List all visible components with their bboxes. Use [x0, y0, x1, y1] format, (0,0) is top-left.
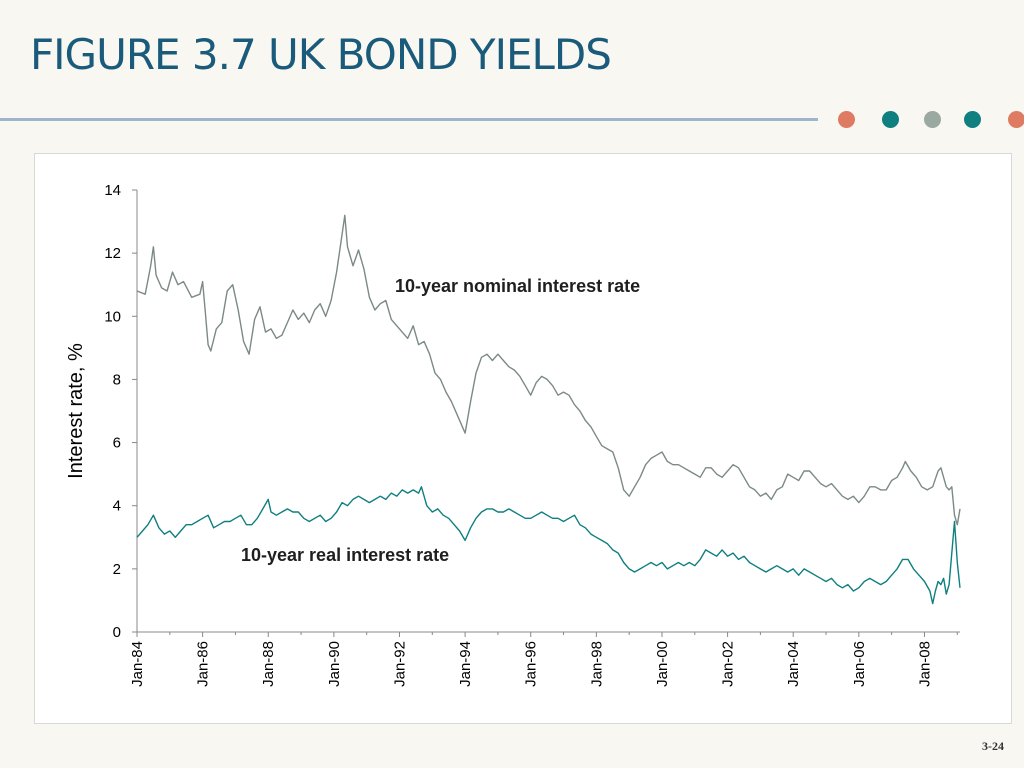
x-tick-label: Jan-98 [588, 641, 605, 687]
x-tick-label: Jan-92 [391, 641, 408, 687]
y-tick-label: 8 [113, 371, 121, 388]
x-tick-label: Jan-08 [916, 641, 933, 687]
chart-frame: 0 2 4 6 8 10 12 14 Jan-84 Jan-86 Jan-88 Jan-90 Jan-9… [34, 153, 1012, 724]
y-axis-label: Interest rate, % [65, 343, 87, 479]
y-tick-label: 6 [113, 435, 121, 452]
nominal-rate-line [136, 214, 961, 526]
y-tick-label: 2 [113, 561, 121, 578]
nominal-rate-annotation: 10-year nominal interest rate [395, 276, 640, 296]
dot-3 [924, 111, 941, 128]
dot-5 [1008, 111, 1024, 128]
dot-4 [964, 111, 981, 128]
x-tick-label: Jan-00 [654, 641, 671, 687]
x-tick-label: Jan-06 [851, 641, 868, 687]
real-rate-line [136, 486, 961, 605]
x-tick-label: Jan-84 [129, 641, 146, 687]
dot-2 [882, 111, 899, 128]
x-tick-label: Jan-04 [785, 641, 802, 687]
y-tick-label: 10 [104, 308, 121, 325]
x-tick-label: Jan-96 [523, 641, 540, 687]
real-rate-annotation: 10-year real interest rate [241, 545, 449, 565]
x-tick-label: Jan-90 [326, 641, 343, 687]
y-tick-label: 14 [104, 182, 121, 199]
y-tick-label: 12 [104, 245, 121, 262]
slide-title: FIGURE 3.7 UK BOND YIELDS [30, 30, 612, 79]
x-tick-label: Jan-86 [195, 641, 212, 687]
dot-1 [838, 111, 855, 128]
x-tick-label: Jan-02 [720, 641, 737, 687]
bond-yields-chart: 0 2 4 6 8 10 12 14 Jan-84 Jan-86 Jan-88 Jan-90 Jan-9… [65, 182, 961, 687]
title-divider [0, 118, 818, 121]
y-tick-label: 4 [113, 498, 121, 515]
x-tick-label: Jan-94 [457, 641, 474, 687]
page-number: 3-24 [982, 739, 1004, 753]
y-tick-label: 0 [113, 624, 121, 641]
x-tick-label: Jan-88 [260, 641, 277, 687]
